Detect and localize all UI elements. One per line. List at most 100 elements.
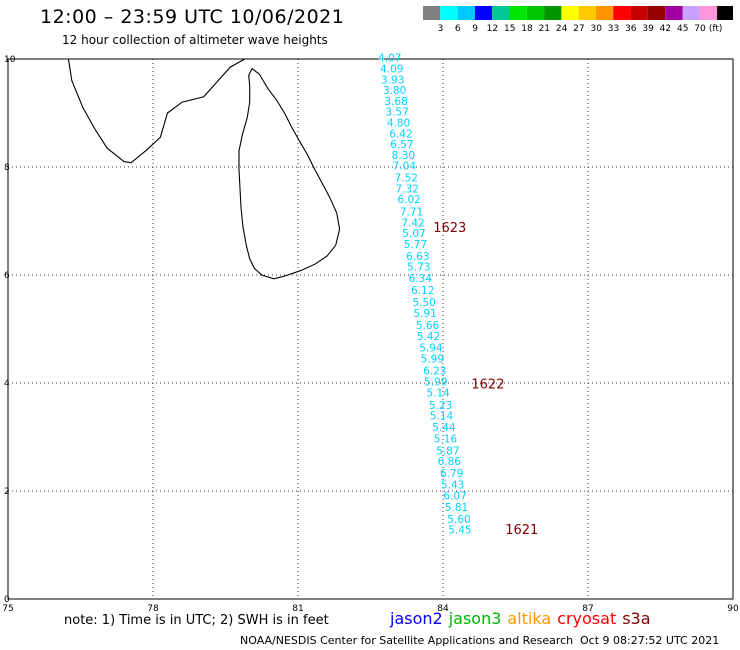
longitude-tick-label: 90 bbox=[727, 604, 739, 614]
credit-line: NOAA/NESDIS Center for Satellite Applica… bbox=[240, 634, 574, 647]
wave-height-value: 6.57 bbox=[390, 139, 413, 151]
wave-height-value: 5.99 bbox=[424, 377, 447, 389]
color-scale-label: 36 bbox=[625, 24, 637, 34]
wave-height-value: 5.14 bbox=[430, 411, 454, 423]
pass-time-label: 1622 bbox=[471, 377, 504, 392]
wave-height-value: 7.42 bbox=[401, 217, 424, 229]
color-scale-unit: (ft) bbox=[709, 24, 723, 34]
footnote: note: 1) Time is in UTC; 2) SWH is in fe… bbox=[64, 613, 329, 628]
wave-height-value: 5.81 bbox=[445, 502, 468, 514]
latitude-tick-label: 8 bbox=[4, 163, 10, 173]
wave-height-value: 6.79 bbox=[440, 468, 463, 480]
wave-height-value: 7.32 bbox=[396, 183, 419, 195]
wave-height-value: 5.16 bbox=[434, 433, 458, 445]
wave-height-value: 5.77 bbox=[404, 239, 427, 251]
wave-height-value: 6.42 bbox=[389, 128, 412, 140]
color-swatch bbox=[630, 6, 648, 20]
color-swatch bbox=[544, 6, 562, 20]
wave-height-value: 5.45 bbox=[448, 525, 471, 537]
coastline-sri-lanka bbox=[238, 67, 341, 280]
color-swatch bbox=[699, 6, 718, 20]
wave-height-value: 5.91 bbox=[413, 308, 436, 320]
satellite-legend-cryosat: cryosat bbox=[557, 609, 617, 628]
color-swatch bbox=[578, 6, 596, 20]
wave-height-value: 3.80 bbox=[383, 85, 406, 97]
wave-height-value: 5.60 bbox=[447, 514, 470, 526]
color-scale-label: 33 bbox=[608, 24, 619, 34]
wave-height-value: 5.99 bbox=[421, 353, 444, 365]
wave-height-value: 3.68 bbox=[384, 96, 407, 108]
satellite-legend-altika: altika bbox=[507, 609, 552, 628]
color-scale-label: 15 bbox=[504, 24, 515, 34]
wave-height-value: 7.71 bbox=[400, 207, 423, 219]
latitude-tick-label: 2 bbox=[4, 487, 10, 497]
longitude-tick-label: 87 bbox=[582, 604, 593, 614]
color-scale-label: 39 bbox=[642, 24, 654, 34]
wave-height-value: 5.66 bbox=[416, 320, 440, 332]
wave-height-value: 6.12 bbox=[411, 285, 434, 297]
wave-height-value: 3.93 bbox=[381, 74, 404, 86]
color-swatch bbox=[717, 6, 733, 20]
wave-height-value: 6.02 bbox=[397, 194, 420, 206]
wave-height-value: 5.73 bbox=[407, 262, 430, 274]
color-swatch bbox=[492, 6, 510, 20]
wave-height-value: 6.23 bbox=[423, 365, 446, 377]
color-scale-label: 70 bbox=[694, 24, 706, 34]
wave-height-value: 5.44 bbox=[432, 422, 456, 434]
wave-height-value: 6.07 bbox=[443, 491, 466, 503]
longitude-tick-label: 78 bbox=[147, 604, 159, 614]
map-subtitle: 12 hour collection of altimeter wave hei… bbox=[62, 33, 328, 47]
color-scale-label: 12 bbox=[487, 24, 498, 34]
wave-height-value: 7.04 bbox=[393, 161, 417, 173]
color-scale-label: 21 bbox=[539, 24, 550, 34]
wave-height-value: 3.57 bbox=[385, 107, 408, 119]
color-scale-label: 3 bbox=[438, 24, 444, 34]
satellite-legend-jason2: jason2 bbox=[390, 609, 443, 628]
wave-height-value: 4.09 bbox=[380, 64, 403, 76]
credit-timestamp: Oct 9 08:27:52 UTC 2021 bbox=[580, 634, 720, 647]
color-swatch bbox=[596, 6, 614, 20]
map-frame bbox=[7, 58, 734, 600]
color-swatch bbox=[440, 6, 458, 20]
pass-time-label: 1623 bbox=[433, 221, 466, 236]
satellite-legend-s3a: s3a bbox=[622, 609, 651, 628]
color-swatch bbox=[474, 6, 493, 20]
wave-height-value: 6.34 bbox=[409, 273, 433, 285]
wave-height-value: 5.23 bbox=[429, 400, 452, 412]
wave-height-value: 8.30 bbox=[392, 150, 415, 162]
wave-height-value: 5.94 bbox=[419, 343, 443, 355]
latitude-tick-label: 4 bbox=[4, 379, 10, 389]
wave-height-value: 5.43 bbox=[441, 479, 464, 491]
color-swatch bbox=[665, 6, 683, 20]
satellite-legend-jason3: jason3 bbox=[448, 609, 502, 628]
color-swatch bbox=[682, 6, 700, 20]
longitude-tick-label: 81 bbox=[292, 604, 303, 614]
wave-height-value: 7.52 bbox=[395, 173, 418, 185]
latitude-tick-label: 6 bbox=[4, 271, 10, 281]
wave-height-value: 5.07 bbox=[402, 228, 425, 240]
wave-height-value: 6.86 bbox=[438, 456, 462, 468]
wave-height-value: 5.42 bbox=[417, 331, 440, 343]
wave-height-value: 5.50 bbox=[412, 297, 435, 309]
color-scale-label: 45 bbox=[677, 24, 688, 34]
color-scale-label: 24 bbox=[556, 24, 568, 34]
map-title: 12:00 – 23:59 UTC 10/06/2021 bbox=[40, 6, 345, 28]
wave-height-value: 4.80 bbox=[387, 118, 410, 130]
pass-time-label: 1621 bbox=[505, 523, 538, 538]
color-scale-label: 6 bbox=[455, 24, 461, 34]
color-swatch bbox=[613, 6, 631, 20]
color-scale-label: 30 bbox=[590, 24, 602, 34]
color-scale-label: 9 bbox=[472, 24, 478, 34]
latitude-tick-label: 0 bbox=[4, 595, 10, 605]
color-scale-legend: 3 6 9 12 15 18 21 24 27 30 33 36 39 42 45 70 (ft) bbox=[423, 6, 733, 34]
color-scale-label: 18 bbox=[521, 24, 533, 34]
color-swatch bbox=[423, 6, 441, 20]
wave-height-value: 6.63 bbox=[406, 251, 429, 263]
longitude-tick-label: 84 bbox=[437, 604, 449, 614]
wave-height-value: 5.87 bbox=[436, 445, 459, 457]
color-swatch bbox=[647, 6, 666, 20]
color-scale-label: 27 bbox=[573, 24, 584, 34]
color-swatch bbox=[526, 6, 545, 20]
coastline-india bbox=[67, 58, 246, 164]
